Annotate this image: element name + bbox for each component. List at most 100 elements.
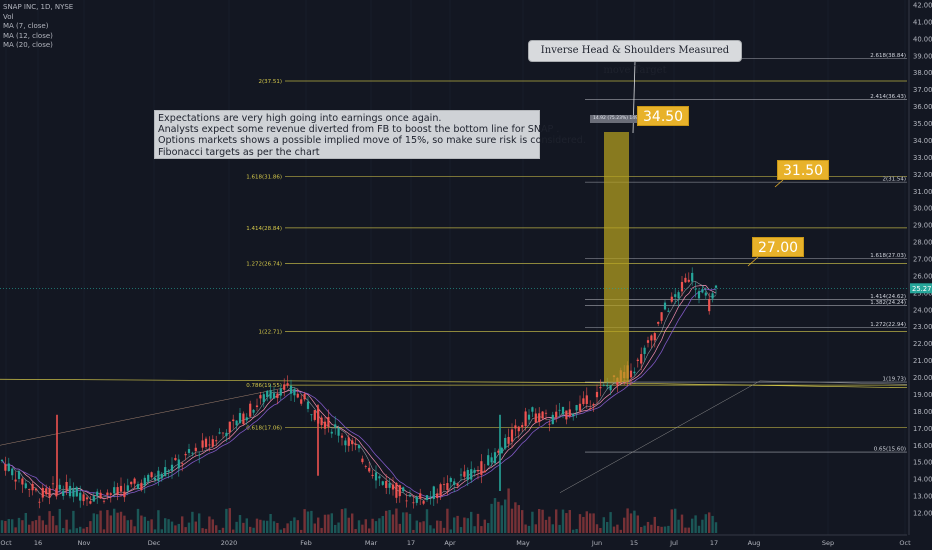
candle-body bbox=[276, 393, 279, 399]
volume-bar bbox=[351, 513, 354, 533]
volume-bar bbox=[425, 509, 429, 533]
volume-bar bbox=[109, 515, 112, 533]
volume-bar bbox=[317, 517, 320, 533]
volume-bar bbox=[153, 529, 157, 533]
volume-bar bbox=[476, 513, 480, 533]
candle-body bbox=[419, 493, 422, 499]
candle-body bbox=[300, 399, 303, 404]
candle-body bbox=[361, 458, 364, 463]
volume-bar bbox=[79, 526, 82, 533]
volume-bar bbox=[228, 508, 231, 533]
target-label-31-50[interactable]: 31.50 bbox=[777, 160, 830, 180]
candle-body bbox=[126, 485, 129, 491]
volume-bar bbox=[565, 513, 568, 533]
candle-body bbox=[75, 487, 78, 497]
candle-body bbox=[153, 477, 157, 481]
volume-bar bbox=[89, 521, 92, 533]
volume-bar bbox=[524, 524, 527, 533]
price-tick-label: 18.00 bbox=[913, 408, 932, 416]
target-label-27-00[interactable]: 27.00 bbox=[752, 237, 805, 257]
candle-body bbox=[609, 385, 612, 391]
candle-body bbox=[194, 447, 197, 452]
candle-body bbox=[303, 393, 306, 400]
fib-label-right: 1.382(24.24) bbox=[870, 300, 906, 306]
volume-bar bbox=[0, 520, 4, 533]
volume-bar bbox=[184, 527, 187, 533]
volume-bar bbox=[143, 516, 146, 533]
volume-bar bbox=[357, 520, 361, 533]
price-tick-label: 36.00 bbox=[913, 103, 932, 111]
candle-body bbox=[96, 491, 99, 496]
volume-bar bbox=[456, 515, 459, 533]
measured-move-callout[interactable]: Inverse Head & Shoulders Measured move T… bbox=[528, 40, 742, 76]
volume-bar bbox=[599, 527, 602, 533]
volume-bar bbox=[663, 526, 667, 533]
fib-label-left: 0.786(19.55) bbox=[246, 383, 282, 389]
candle-body bbox=[7, 463, 10, 472]
volume-bar bbox=[235, 521, 238, 533]
volume-bar bbox=[568, 510, 571, 533]
candle-body bbox=[490, 457, 493, 463]
volume-bar bbox=[439, 520, 442, 533]
candle-body bbox=[633, 371, 636, 374]
time-tick-label: May bbox=[516, 539, 530, 547]
volume-bar bbox=[374, 521, 378, 533]
time-tick-label: 17 bbox=[710, 539, 718, 547]
volume-bar bbox=[68, 529, 72, 533]
volume-bar bbox=[48, 511, 51, 533]
candle-body bbox=[575, 405, 578, 411]
time-tick-label: Mar bbox=[365, 539, 378, 547]
volume-bar bbox=[225, 508, 228, 533]
volume-bar bbox=[211, 519, 214, 533]
candle-body bbox=[500, 447, 503, 454]
candle-body bbox=[708, 299, 711, 312]
candle-body bbox=[252, 409, 255, 413]
volume-bar bbox=[582, 516, 585, 533]
candle-body bbox=[334, 424, 337, 428]
price-tick-label: 38.00 bbox=[913, 69, 932, 77]
volume-bar bbox=[147, 520, 150, 533]
candle-body bbox=[28, 489, 31, 490]
candle-body bbox=[184, 453, 187, 456]
volume-bar bbox=[337, 522, 340, 533]
volume-bar bbox=[238, 515, 242, 533]
candle-body bbox=[109, 493, 112, 495]
price-tick-label: 31.00 bbox=[913, 188, 932, 196]
volume-bar bbox=[531, 511, 534, 533]
price-tick-label: 12.00 bbox=[913, 510, 932, 518]
volume-bar bbox=[313, 523, 316, 533]
volume-bar bbox=[116, 512, 119, 533]
candle-body bbox=[704, 292, 707, 296]
candle-body bbox=[330, 431, 333, 434]
volume-bar bbox=[459, 527, 463, 533]
volume-bar bbox=[391, 514, 395, 533]
volume-bar bbox=[323, 514, 327, 533]
volume-bar bbox=[395, 508, 398, 533]
volume-bar bbox=[296, 520, 299, 533]
target-label-34-50[interactable]: 34.50 bbox=[637, 106, 690, 126]
candle-body bbox=[507, 436, 510, 444]
volume-bar bbox=[320, 527, 323, 533]
analysis-note[interactable]: Expectations are very high going into ea… bbox=[154, 110, 586, 159]
note-line: Fibonacci targets as per the chart bbox=[158, 146, 320, 158]
candle-body bbox=[218, 432, 221, 434]
volume-bar bbox=[201, 528, 204, 533]
volume-bar bbox=[585, 511, 588, 533]
time-tick-label: Feb bbox=[300, 539, 312, 547]
candle-body bbox=[565, 410, 568, 420]
volume-bar bbox=[255, 518, 259, 533]
candle-body bbox=[228, 421, 231, 433]
candle-body bbox=[160, 473, 163, 479]
volume-bar bbox=[548, 516, 551, 533]
volume-bar bbox=[17, 517, 21, 533]
volume-bar bbox=[245, 518, 248, 533]
volume-bar bbox=[170, 521, 174, 533]
volume-bar bbox=[242, 522, 245, 533]
candle-body bbox=[242, 413, 245, 425]
candle-body bbox=[595, 391, 599, 398]
price-tick-label: 28.00 bbox=[913, 239, 932, 247]
candle-body bbox=[599, 387, 602, 389]
volume-bar bbox=[412, 529, 415, 533]
volume-bar bbox=[300, 529, 303, 533]
